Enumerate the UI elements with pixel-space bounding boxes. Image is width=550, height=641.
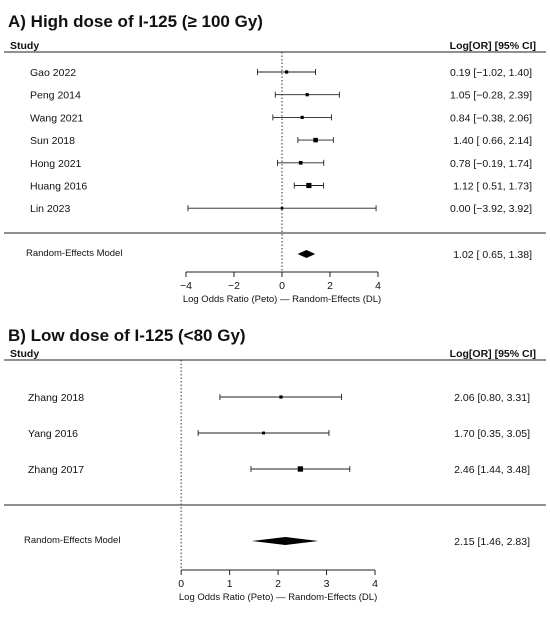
ci-value: 0.19 [−1.02, 1.40] xyxy=(450,67,532,79)
x-tick-label: 4 xyxy=(375,280,381,292)
point-estimate xyxy=(280,206,284,210)
ci-value: 1.05 [−0.28, 2.39] xyxy=(450,90,532,102)
ci-value: 1.12 [ 0.51, 1.73] xyxy=(453,181,532,193)
study-label: Yang 2016 xyxy=(28,428,78,440)
x-axis-label: Log Odds Ratio (Peto) — Random-Effects (… xyxy=(183,294,381,305)
summary-diamond xyxy=(251,537,319,545)
estimate-column-header: Log[OR] [95% CI] xyxy=(449,348,536,360)
point-estimate xyxy=(300,115,304,119)
ci-value: 2.46 [1.44, 3.48] xyxy=(454,464,530,476)
study-label: Huang 2016 xyxy=(30,181,87,193)
study-label: Hong 2021 xyxy=(30,158,82,170)
estimate-column-header: Log[OR] [95% CI] xyxy=(449,40,536,52)
study-label: Zhang 2018 xyxy=(28,392,84,404)
x-tick-label: −4 xyxy=(180,280,192,292)
point-estimate xyxy=(284,70,289,74)
ci-value: 0.84 [−0.38, 2.06] xyxy=(450,112,532,124)
study-label: Lin 2023 xyxy=(30,203,70,215)
point-estimate xyxy=(298,160,303,165)
ci-value: 1.40 [ 0.66, 2.14] xyxy=(453,135,532,147)
study-column-header: Study xyxy=(10,40,40,52)
forest-plot-graphic: Gao 2022 0.19 [−1.02, 1.40] Peng 2014 1.05 … xyxy=(4,51,546,305)
ci-value: 2.06 [0.80, 3.31] xyxy=(454,392,530,404)
x-tick-label: 4 xyxy=(372,578,378,590)
x-tick-label: 2 xyxy=(327,280,333,292)
forest-plot-graphic: Zhang 2018 2.06 [0.80, 3.31] Yang 2016 1.70… xyxy=(4,359,546,603)
point-estimate xyxy=(306,182,312,189)
ci-value: 0.00 [−3.92, 3.92] xyxy=(450,203,532,215)
panel-title: A) High dose of I-125 (≥ 100 Gy) xyxy=(8,12,263,31)
x-axis-label: Log Odds Ratio (Peto) — Random-Effects (… xyxy=(179,592,377,603)
point-estimate xyxy=(305,93,309,97)
study-label: Sun 2018 xyxy=(30,135,75,147)
study-label: Zhang 2017 xyxy=(28,464,84,476)
study-label: Gao 2022 xyxy=(30,67,76,79)
summary-diamond xyxy=(297,250,316,258)
x-tick-label: 0 xyxy=(178,578,184,590)
x-tick-label: 3 xyxy=(324,578,330,590)
point-estimate xyxy=(279,395,283,399)
forest-plot-high-dose: A) High dose of I-125 (≥ 100 Gy) Study L… xyxy=(4,0,546,320)
study-label: Wang 2021 xyxy=(30,112,83,124)
study-label: Peng 2014 xyxy=(30,90,81,102)
panel-title: B) Low dose of I-125 (<80 Gy) xyxy=(8,326,246,345)
x-tick-label: 1 xyxy=(227,578,233,590)
summary-ci-value: 2.15 [1.46, 2.83] xyxy=(454,536,530,548)
x-tick-label: 0 xyxy=(279,280,285,292)
x-tick-label: 2 xyxy=(275,578,281,590)
x-tick-label: −2 xyxy=(228,280,240,292)
study-column-header: Study xyxy=(10,348,40,360)
point-estimate xyxy=(313,137,318,143)
summary-label: Random-Effects Model xyxy=(26,248,122,259)
summary-label: Random-Effects Model xyxy=(24,535,120,546)
point-estimate xyxy=(297,466,304,472)
ci-value: 1.70 [0.35, 3.05] xyxy=(454,428,530,440)
summary-ci-value: 1.02 [ 0.65, 1.38] xyxy=(453,249,532,261)
point-estimate xyxy=(262,431,265,435)
forest-plot-low-dose: B) Low dose of I-125 (<80 Gy) Study Log[… xyxy=(4,320,546,641)
ci-value: 0.78 [−0.19, 1.74] xyxy=(450,158,532,170)
